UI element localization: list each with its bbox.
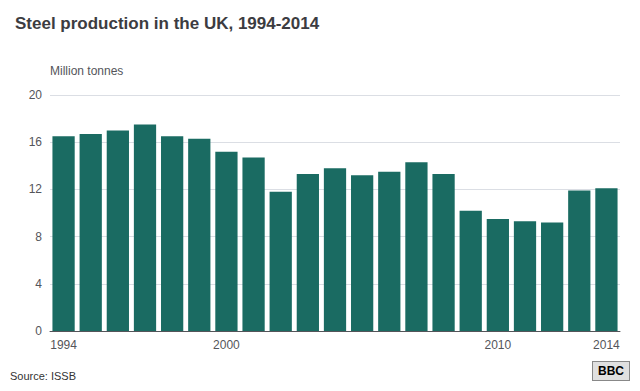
- svg-text:20: 20: [29, 88, 43, 102]
- svg-text:2010: 2010: [485, 338, 512, 352]
- svg-text:BBC: BBC: [598, 364, 624, 378]
- svg-text:8: 8: [35, 230, 42, 244]
- svg-text:16: 16: [29, 135, 43, 149]
- svg-text:Source: ISSB: Source: ISSB: [10, 370, 76, 382]
- svg-text:Steel production in the UK, 19: Steel production in the UK, 1994-2014: [15, 14, 320, 33]
- svg-text:12: 12: [29, 182, 43, 196]
- svg-text:4: 4: [35, 277, 42, 291]
- svg-text:1994: 1994: [50, 338, 77, 352]
- svg-text:2000: 2000: [213, 338, 240, 352]
- svg-text:Million tonnes: Million tonnes: [50, 64, 123, 78]
- svg-text:2014: 2014: [593, 338, 620, 352]
- svg-text:0: 0: [35, 324, 42, 338]
